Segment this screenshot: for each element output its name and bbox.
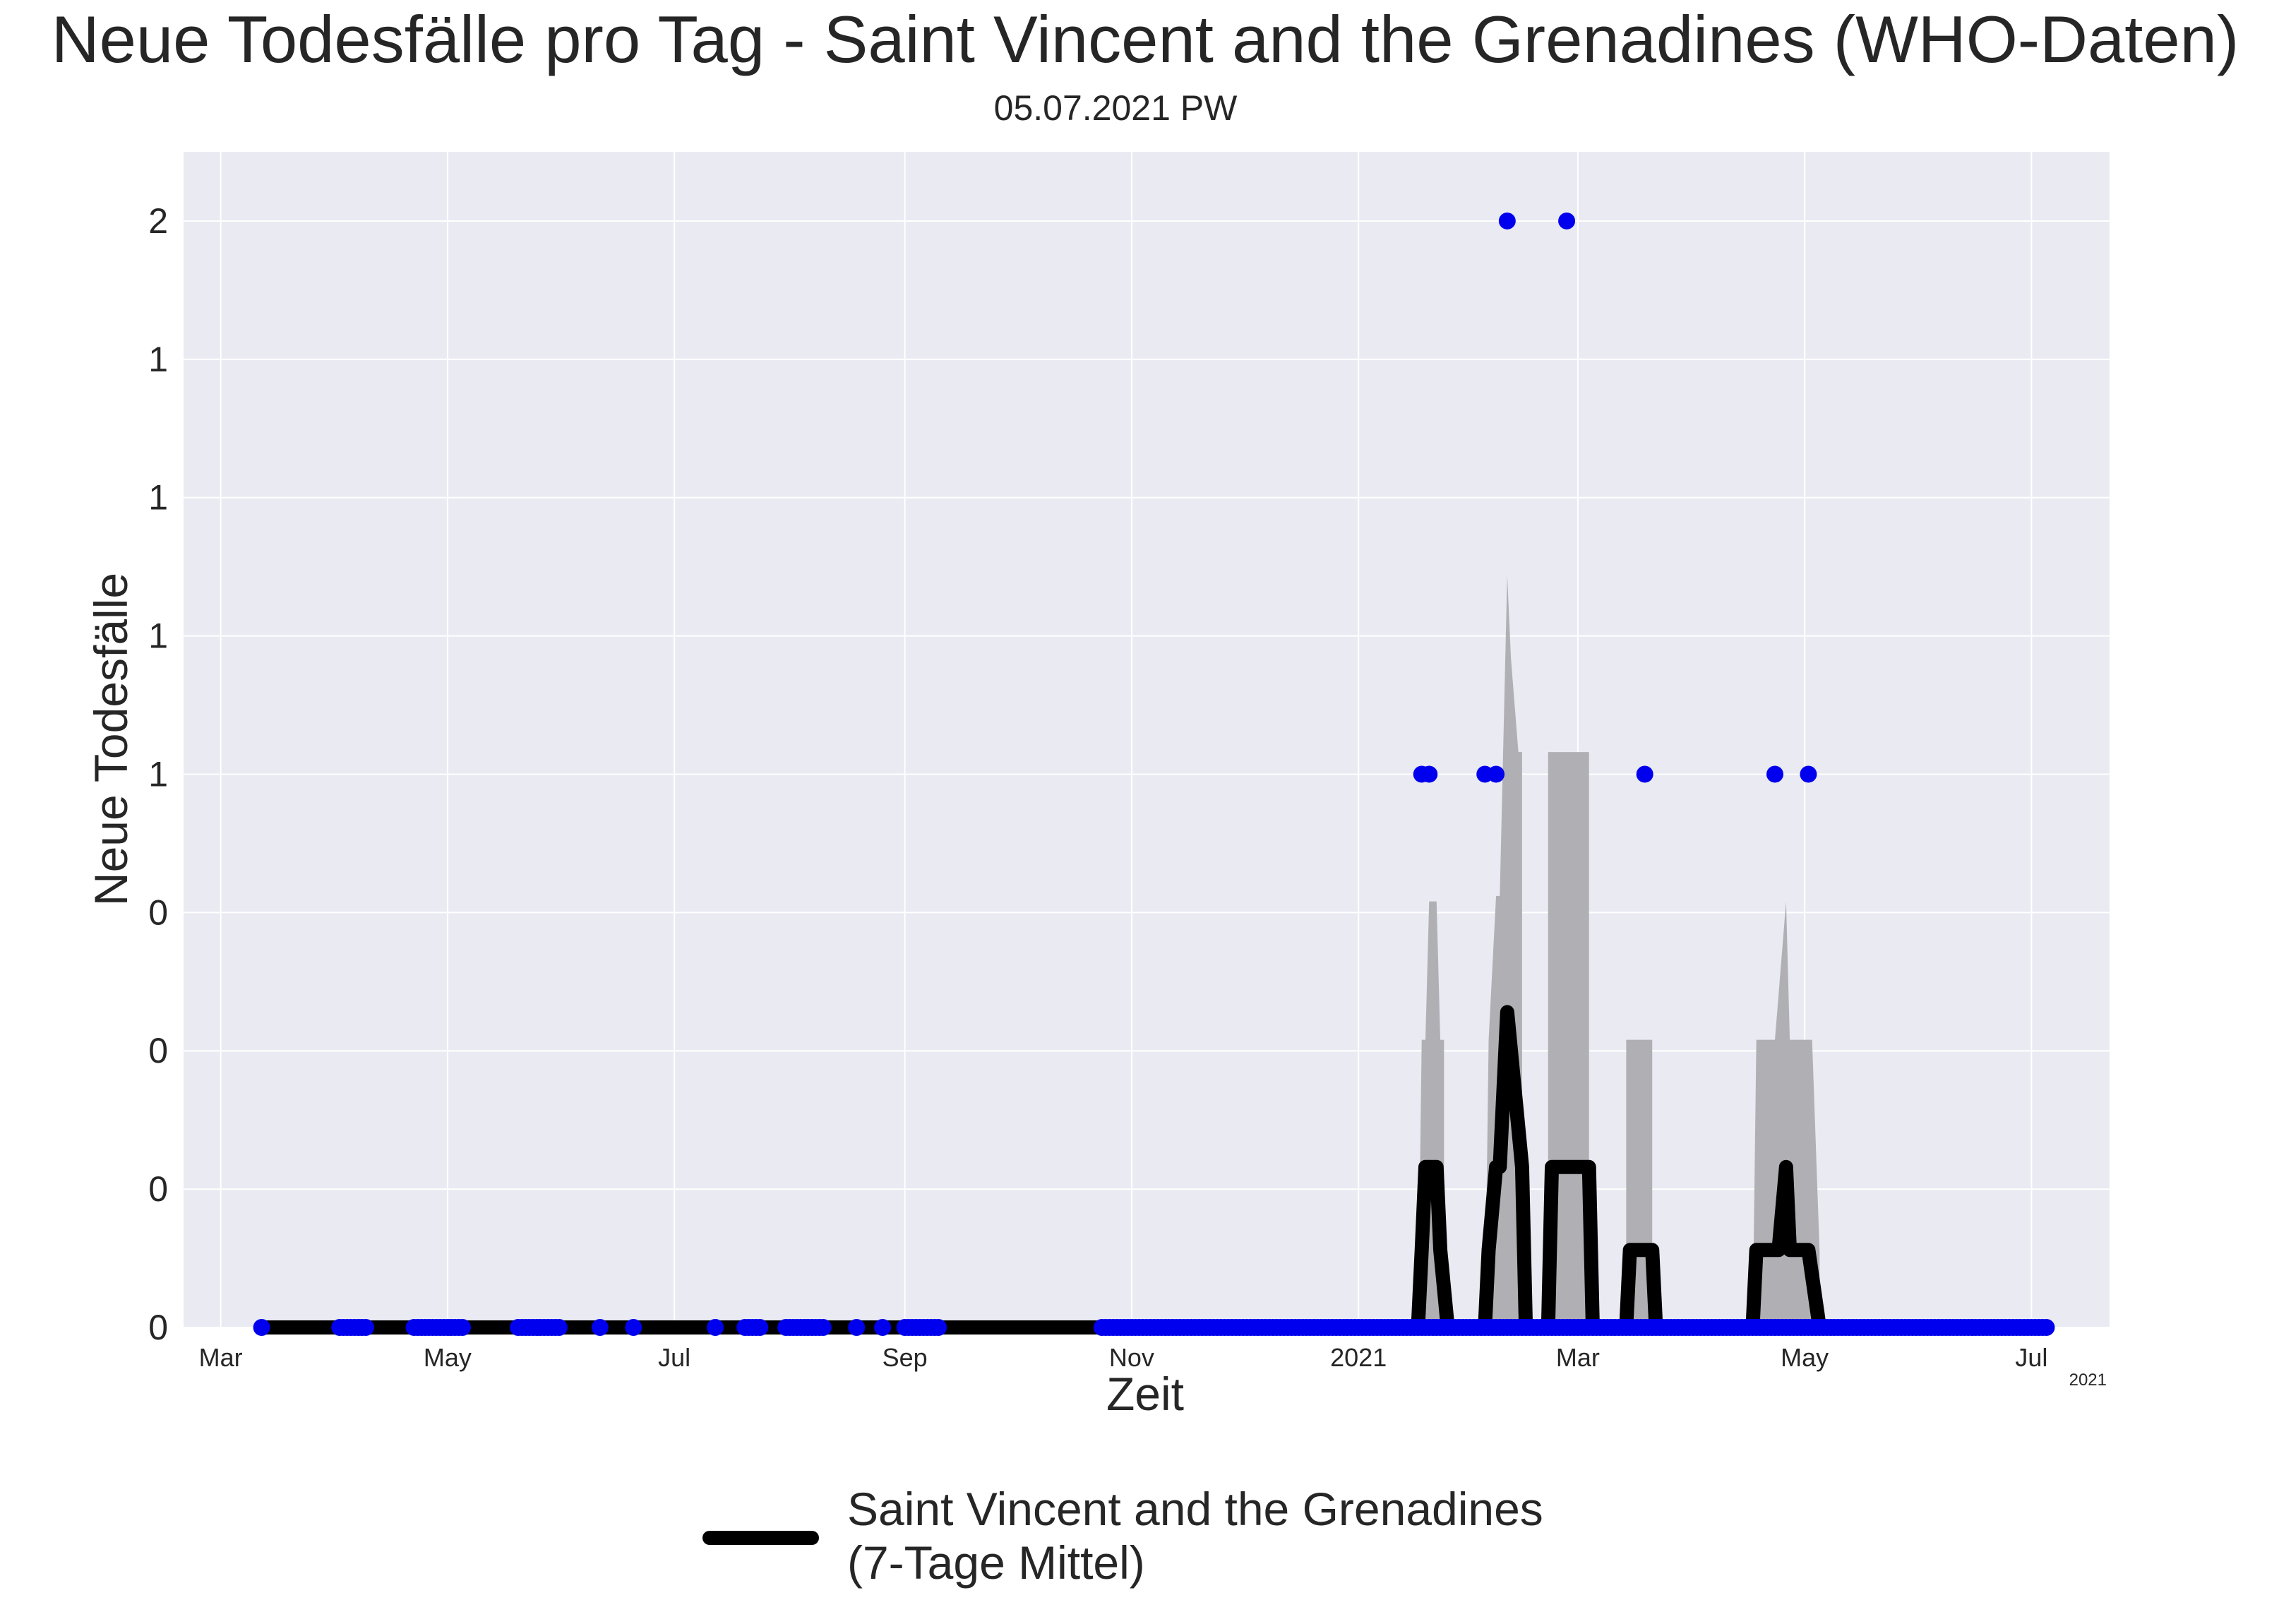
x-tick-label: 2021	[1330, 1343, 1387, 1372]
y-tick-label: 0	[148, 1169, 168, 1209]
plot-area	[184, 152, 2110, 1327]
y-axis-label: Neue Todesfälle	[85, 573, 137, 906]
zero-death-point	[591, 1319, 609, 1336]
zero-death-point	[707, 1319, 724, 1336]
death-point	[1636, 765, 1653, 783]
zero-death-point	[848, 1319, 866, 1336]
death-point	[1766, 765, 1784, 783]
zero-death-point	[874, 1319, 892, 1336]
x-tick-label: Mar	[199, 1343, 243, 1372]
x-tick-label: May	[1781, 1343, 1829, 1372]
x-axis-offset-label: 2021	[2069, 1371, 2107, 1390]
zero-death-point	[625, 1319, 642, 1336]
zero-death-point	[2038, 1319, 2055, 1336]
y-tick-label: 1	[148, 478, 168, 518]
daily-points	[253, 212, 2055, 1336]
y-tick-label: 0	[148, 1031, 168, 1070]
x-axis-label: Zeit	[1106, 1368, 1184, 1420]
legend-label-line: Saint Vincent and the Grenadines	[847, 1483, 1543, 1535]
y-tick-label: 0	[148, 1308, 168, 1347]
x-tick-label: May	[424, 1343, 472, 1372]
y-tick-label: 1	[148, 340, 168, 379]
x-tick-label: Sep	[883, 1343, 928, 1372]
legend-label: Saint Vincent and the Grenadines (7-Tage …	[847, 1483, 1543, 1589]
grid	[184, 152, 2110, 1328]
y-axis-ticks: 0 0 0 0 1 1 1 1 2	[148, 201, 168, 1347]
zero-death-point	[357, 1319, 375, 1336]
death-point	[1488, 765, 1505, 783]
x-tick-label: Jul	[2015, 1343, 2047, 1372]
y-tick-label: 1	[148, 616, 168, 656]
chart-title: Neue Todesfälle pro Tag - Saint Vincent …	[52, 2, 2239, 76]
death-point	[1420, 765, 1438, 783]
y-tick-label: 1	[148, 754, 168, 794]
zero-death-point	[453, 1319, 471, 1336]
x-tick-label: Nov	[1109, 1343, 1154, 1372]
x-axis-ticks: Mar May Jul Sep Nov 2021 Mar May Jul	[199, 1343, 2048, 1372]
chart-subtitle: 05.07.2021 PW	[994, 88, 1238, 128]
x-tick-label: Mar	[1556, 1343, 1600, 1372]
zero-death-point	[814, 1319, 832, 1336]
y-tick-label: 2	[148, 201, 168, 241]
death-point	[1558, 212, 1576, 229]
zero-death-point	[751, 1319, 769, 1336]
zero-death-point	[253, 1319, 270, 1336]
death-point	[1498, 212, 1516, 229]
y-tick-label: 0	[148, 892, 168, 932]
death-point	[1800, 765, 1817, 783]
x-tick-label: Jul	[658, 1343, 690, 1372]
legend-label-line: (7-Tage Mittel)	[847, 1536, 1145, 1589]
zero-death-point	[550, 1319, 568, 1336]
legend: Saint Vincent and the Grenadines (7-Tage …	[702, 1483, 1543, 1589]
zero-death-point	[930, 1319, 947, 1336]
